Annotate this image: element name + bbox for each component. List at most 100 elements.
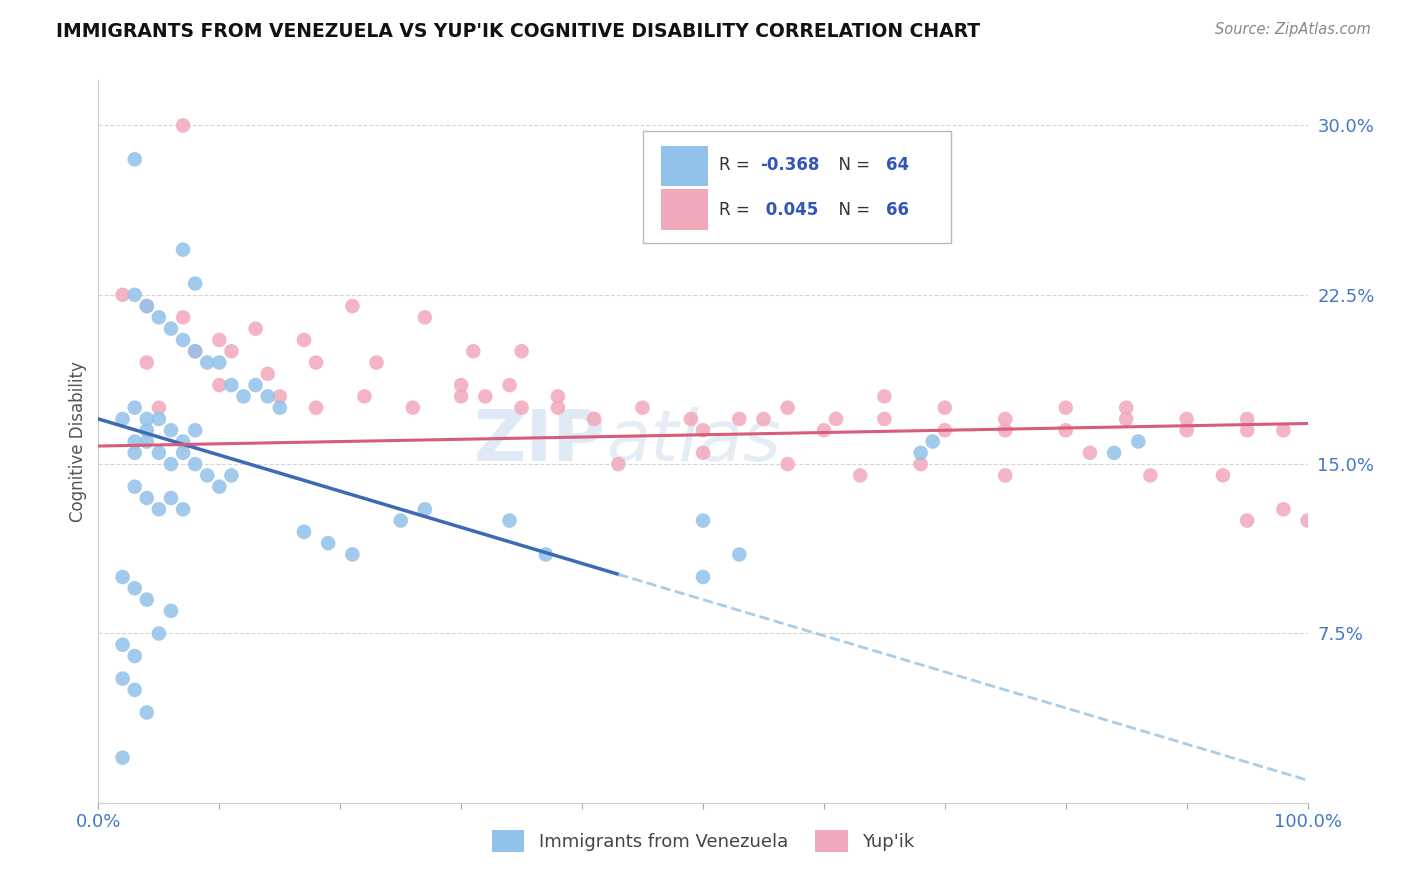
Point (256, 367, 278, 381)
Point (994, 412, 1017, 426)
Point (245, 378, 267, 392)
Point (849, 468, 872, 483)
Point (1078, 446, 1101, 460)
Point (752, 412, 775, 426)
Point (692, 446, 714, 460)
Point (111, 750, 134, 764)
Text: Source: ZipAtlas.com: Source: ZipAtlas.com (1215, 22, 1371, 37)
Point (413, 310, 436, 325)
Text: ZIP: ZIP (474, 407, 606, 476)
Point (221, 378, 243, 392)
Point (1102, 446, 1125, 460)
Point (342, 299, 364, 313)
Point (111, 672, 134, 686)
Point (607, 457, 630, 471)
Point (1175, 412, 1198, 426)
Point (450, 389, 472, 403)
Point (1139, 468, 1161, 483)
Point (135, 491, 157, 505)
Point (292, 524, 315, 539)
Point (825, 412, 848, 426)
Point (232, 389, 254, 403)
Point (172, 446, 194, 460)
Point (269, 401, 291, 415)
Point (111, 570, 134, 584)
Point (124, 153, 146, 167)
Point (184, 344, 207, 359)
Point (124, 480, 146, 494)
Point (172, 119, 194, 133)
Point (994, 468, 1017, 483)
Point (510, 401, 533, 415)
Point (124, 682, 146, 697)
Text: R =: R = (718, 156, 755, 174)
Point (208, 355, 231, 369)
Point (450, 378, 472, 392)
Point (305, 401, 328, 415)
Point (389, 514, 412, 528)
Point (195, 468, 218, 483)
Point (813, 423, 835, 437)
Point (111, 412, 134, 426)
Point (160, 457, 183, 471)
Point (728, 412, 751, 426)
Point (208, 480, 231, 494)
Point (135, 434, 157, 449)
Point (1054, 401, 1077, 415)
Point (184, 344, 207, 359)
Point (692, 570, 714, 584)
Point (184, 457, 207, 471)
Point (873, 412, 896, 426)
Point (269, 389, 291, 403)
Point (692, 423, 714, 437)
Point (160, 491, 183, 505)
Point (148, 412, 170, 426)
Point (873, 389, 896, 403)
Point (728, 548, 751, 562)
Point (245, 321, 267, 335)
Point (547, 401, 569, 415)
Point (111, 638, 134, 652)
Point (172, 243, 194, 257)
Y-axis label: Cognitive Disability: Cognitive Disability (69, 361, 87, 522)
Point (910, 446, 932, 460)
Point (353, 389, 375, 403)
Point (679, 412, 702, 426)
Point (1296, 514, 1319, 528)
Point (776, 401, 799, 415)
Legend: Immigrants from Venezuela, Yup'ik: Immigrants from Venezuela, Yup'ik (485, 822, 921, 859)
Point (547, 389, 569, 403)
Point (135, 355, 157, 369)
Point (172, 310, 194, 325)
Point (316, 536, 339, 550)
Text: 66: 66 (886, 201, 908, 219)
Point (135, 592, 157, 607)
Text: IMMIGRANTS FROM VENEZUELA VS YUP'IK COGNITIVE DISABILITY CORRELATION CHART: IMMIGRANTS FROM VENEZUELA VS YUP'IK COGN… (56, 22, 980, 41)
Text: -0.368: -0.368 (759, 156, 820, 174)
Point (172, 434, 194, 449)
Point (148, 626, 170, 640)
Point (583, 412, 606, 426)
Point (135, 412, 157, 426)
Point (510, 344, 533, 359)
Point (921, 434, 943, 449)
Point (402, 401, 425, 415)
Text: 0.045: 0.045 (759, 201, 818, 219)
Point (498, 514, 520, 528)
Point (184, 277, 207, 291)
Point (1175, 423, 1198, 437)
Point (172, 502, 194, 516)
Point (135, 299, 157, 313)
Point (1236, 423, 1258, 437)
Point (1115, 401, 1137, 415)
Point (208, 378, 231, 392)
Point (1272, 502, 1295, 516)
Point (305, 355, 328, 369)
Point (208, 333, 231, 347)
Point (124, 401, 146, 415)
Point (1236, 514, 1258, 528)
Point (256, 389, 278, 403)
FancyBboxPatch shape (643, 131, 950, 243)
Point (124, 648, 146, 663)
Text: N =: N = (828, 156, 875, 174)
